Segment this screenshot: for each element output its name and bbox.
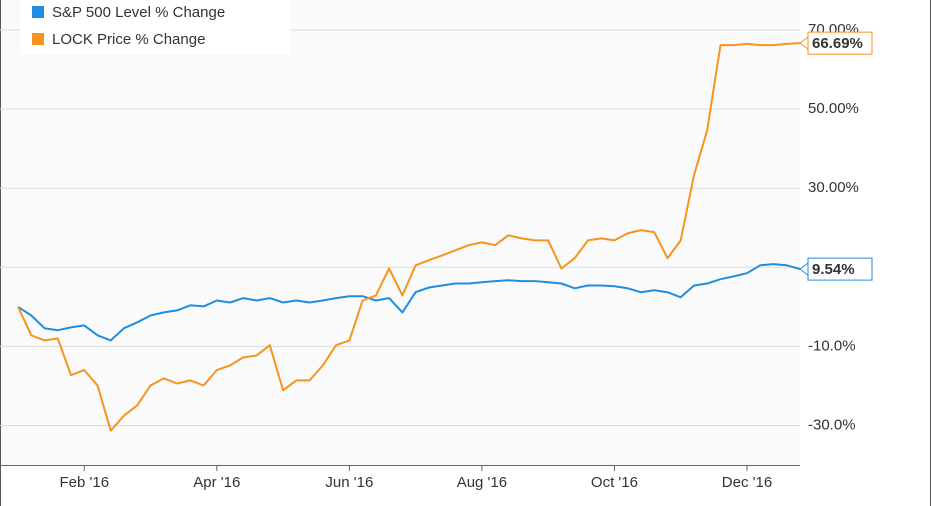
labels: 70.00%50.00%30.00%10.00%-10.0%-30.0%Feb … <box>59 21 873 491</box>
x-tick-label: Feb '16 <box>59 474 109 491</box>
legend: S&P 500 Level % Change LOCK Price % Chang… <box>20 0 290 54</box>
end-value-label: 9.54% <box>812 261 855 278</box>
callout-box <box>807 257 873 281</box>
lines <box>17 42 801 432</box>
legend-swatch <box>32 6 44 18</box>
series-line <box>17 42 801 432</box>
callout-box <box>807 31 873 55</box>
y-tick-label: 30.00% <box>808 179 859 196</box>
series-line <box>17 263 801 342</box>
y-tick-label: -30.0% <box>808 416 856 433</box>
x-tick-label: Oct '16 <box>591 474 638 491</box>
callout-pointer <box>799 262 809 277</box>
y-tick-label: -10.0% <box>808 337 856 354</box>
y-tick-label: 50.00% <box>808 100 859 117</box>
x-tick-label: Jun '16 <box>325 474 373 491</box>
end-value-label: 66.69% <box>812 35 863 52</box>
x-tick-label: Apr '16 <box>193 474 240 491</box>
x-tick-label: Aug '16 <box>457 474 507 491</box>
legend-swatch <box>32 33 44 45</box>
legend-label: LOCK Price % Change <box>52 31 205 48</box>
x-tick-label: Dec '16 <box>722 474 772 491</box>
callout-pointer <box>799 36 809 51</box>
legend-label: S&P 500 Level % Change <box>52 4 225 21</box>
legend-background <box>20 0 290 54</box>
plot-background <box>0 0 800 465</box>
